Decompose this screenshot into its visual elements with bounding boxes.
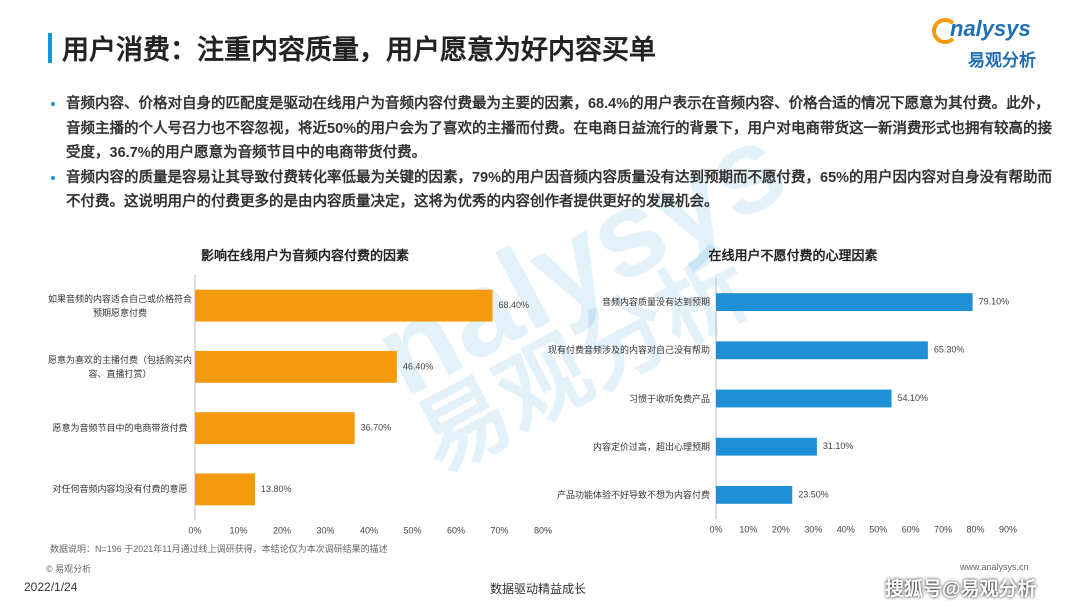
value-label: 31.10% [823, 441, 854, 451]
x-tick-label: 30% [316, 525, 334, 535]
value-label: 79.10% [979, 296, 1010, 306]
logo-text: nalysys [950, 16, 1031, 41]
x-tick-label: 10% [739, 524, 757, 534]
category-label: 音频内容质量没有达到预期 [601, 297, 710, 308]
category-label: 内容定价过高，超出心理预期 [592, 441, 710, 452]
title-accent [48, 33, 52, 63]
x-tick-label: 40% [837, 524, 855, 534]
copyright: © 易观分析 [46, 564, 92, 574]
category-label: 愿意为音频节目中的电商带货付费 [52, 423, 188, 434]
data-note: 数据说明：N=196 于2021年11月通过线上调研获得，本结论仅为本次调研结果… [50, 544, 388, 554]
logo-brand: 易观分析 [968, 51, 1036, 70]
x-tick-label: 30% [804, 524, 822, 534]
slide-title: 用户消费：注重内容质量，用户愿意为好内容买单 [62, 35, 656, 65]
chart-title: 影响在线用户为音频内容付费的因素 [200, 248, 409, 263]
logo-mark [932, 18, 958, 44]
bullet: 音频内容的质量是容易让其导致付费转化率低最为关键的因素，79%的用户因音频内容质… [66, 166, 1056, 215]
date: 2022/1/24 [24, 580, 78, 594]
x-tick-label: 70% [490, 525, 508, 535]
slogan: 数据驱动精益成长 [490, 582, 587, 596]
x-tick-label: 70% [934, 524, 952, 534]
bar [195, 473, 256, 506]
bar [195, 350, 397, 383]
category-label: 习惯于收听免费产品 [628, 393, 710, 404]
category-label: 对任何音频内容均没有付费的意愿 [52, 484, 188, 495]
bar [716, 293, 973, 312]
x-tick-label: 0% [188, 525, 201, 535]
value-label: 65.30% [934, 345, 965, 355]
chart-title: 在线用户不愿付费的心理因素 [708, 248, 878, 263]
value-label: 68.40% [499, 300, 530, 310]
x-tick-label: 90% [999, 524, 1017, 534]
bar [716, 341, 928, 360]
bar [716, 389, 892, 408]
x-tick-label: 80% [967, 524, 985, 534]
bullet-list: 音频内容、价格对自身的匹配度是驱动在线用户为音频内容付费最为主要的因素，68.4… [46, 92, 1056, 215]
x-tick-label: 50% [869, 524, 887, 534]
category-label: 产品功能体验不好导致不想为内容付费 [556, 489, 710, 500]
x-tick-label: 20% [273, 525, 291, 535]
bar [195, 412, 355, 445]
bar [716, 485, 793, 504]
x-tick-label: 10% [229, 525, 247, 535]
category-label: 如果音频的内容适合自己或价格符合预期愿意付费 [47, 293, 192, 318]
bar [195, 289, 493, 322]
url: www.analysys.cn [960, 562, 1029, 572]
category-label: 现有付费音频涉及的内容对自己没有帮助 [547, 345, 710, 356]
x-tick-label: 40% [360, 525, 378, 535]
x-tick-label: 60% [447, 525, 465, 535]
value-label: 36.70% [361, 423, 392, 433]
value-label: 46.40% [403, 361, 434, 371]
x-tick-label: 80% [534, 525, 552, 535]
value-label: 23.50% [798, 489, 829, 499]
source-watermark: 搜狐号@易观分析 [885, 579, 1037, 600]
category-label: 愿意为喜欢的主播付费（包括购买内容、直播打赏） [47, 354, 192, 379]
x-tick-label: 60% [902, 524, 920, 534]
x-tick-label: 0% [709, 524, 722, 534]
x-tick-label: 50% [403, 525, 421, 535]
bullet: 音频内容、价格对自身的匹配度是驱动在线用户为音频内容付费最为主要的因素，68.4… [66, 92, 1056, 166]
bar [716, 437, 817, 456]
value-label: 54.10% [898, 393, 929, 403]
x-tick-label: 20% [772, 524, 790, 534]
value-label: 13.80% [261, 484, 292, 494]
